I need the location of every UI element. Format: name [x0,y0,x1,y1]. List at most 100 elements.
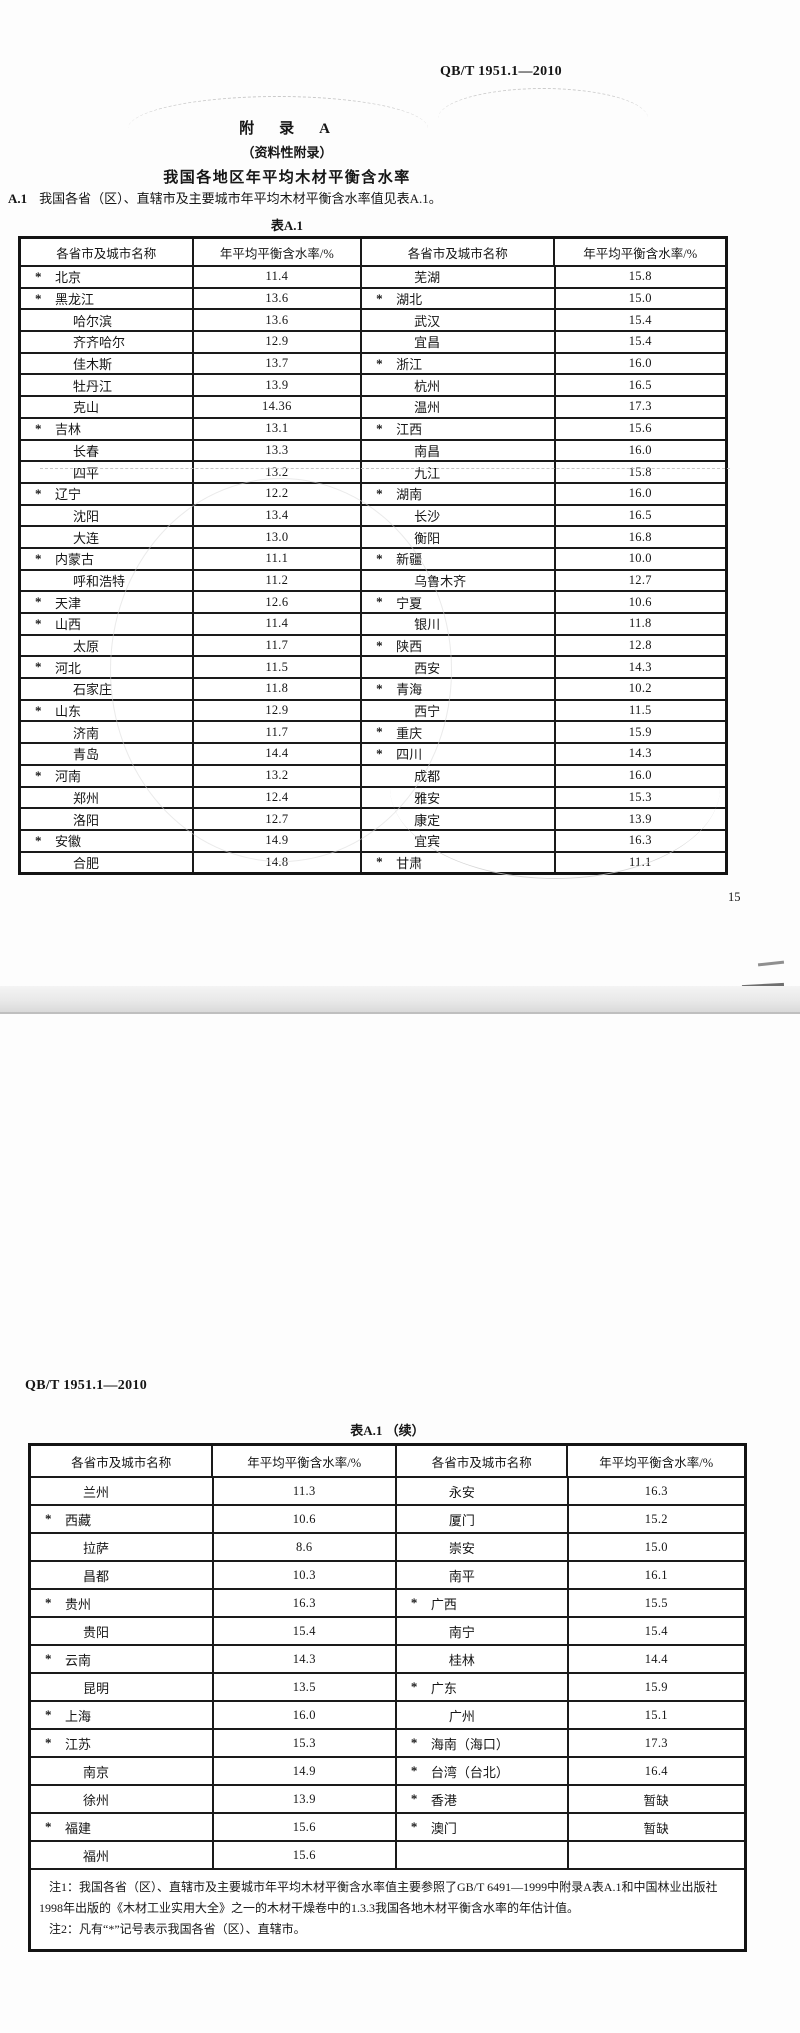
table-row: 昌都 10.3 南平 16.1 [31,1560,744,1588]
appendix-type: （资料性附录） [241,145,333,160]
moisture-value: 16.3 [566,1478,744,1504]
province-marker: * [376,550,383,566]
region-name: 西宁 [414,704,441,720]
table-row: 昆明 13.5 * 广东 15.9 [31,1672,744,1700]
region-cell: 昆明 [31,1674,212,1700]
region-cell: * 四川 [360,744,553,764]
province-marker: * [35,767,42,783]
region-name: 浙江 [396,357,423,373]
region-name: 江西 [396,422,423,438]
table-row: * 云南 14.3 桂林 14.4 [31,1644,744,1672]
region-name: 四川 [396,747,423,763]
table-row: * 山东 12.9 西宁 11.5 [21,698,725,721]
table-row: 拉萨 8.6 崇安 15.0 [31,1532,744,1560]
province-marker: * [410,1735,418,1750]
moisture-value: 12.6 [191,592,361,612]
region-name: 广东 [430,1680,457,1696]
region-name: 香港 [430,1792,457,1808]
table-row: 合肥 14.8 * 甘肃 11.1 [21,850,725,873]
moisture-value: 15.6 [553,418,725,439]
table-row: * 贵州 16.3 * 广西 15.5 [31,1588,744,1616]
moisture-value: 17.3 [553,397,725,417]
region-cell: 济南 [21,722,192,742]
appendix-label: 附 录 A [239,121,335,137]
table-row: 长春 13.3 南昌 16.0 [21,438,725,461]
province-marker: * [376,420,383,436]
province-marker: * [376,637,383,653]
moisture-value: 11.8 [191,679,361,699]
moisture-value: 15.6 [211,1842,395,1868]
region-name: 山西 [55,617,82,633]
region-name: 芜湖 [414,270,441,286]
table-row: 兰州 11.3 永安 16.3 [31,1476,744,1504]
column-header: 各省市及城市名称 [394,1446,567,1476]
region-name: 西藏 [65,1512,92,1528]
region-cell: 昌都 [31,1562,212,1588]
region-name: 黑龙江 [55,292,95,308]
moisture-value: 14.3 [553,744,725,764]
page-separator [0,986,800,1014]
table-row: 福州 15.6 [31,1840,744,1868]
moisture-value: 11.1 [191,548,361,569]
moisture-value: 10.3 [211,1562,395,1588]
region-name: 南平 [448,1568,475,1584]
moisture-value: 16.0 [553,440,725,461]
region-name: 南昌 [414,443,441,459]
region-cell: 齐齐哈尔 [21,332,192,352]
province-marker: * [35,268,42,284]
table-row: 牡丹江 13.9 杭州 16.5 [21,373,725,396]
column-header: 各省市及城市名称 [56,246,157,261]
region-name: 宜宾 [414,834,441,850]
moisture-value: 13.3 [191,440,361,461]
province-marker: * [45,1819,52,1834]
region-name: 太原 [73,639,100,655]
table-row: 贵阳 15.4 南宁 15.4 [31,1616,744,1644]
moisture-value: 13.2 [191,462,361,482]
region-cell: 长春 [21,441,192,461]
region-name: 大连 [73,530,100,546]
province-marker: * [35,420,42,436]
moisture-value: 15.3 [553,787,725,808]
region-cell: * 上海 [31,1702,212,1728]
moisture-value: 11.4 [191,267,361,287]
province-marker: * [45,1511,52,1526]
table-row: * 江苏 15.3 * 海南（海口） 17.3 [31,1728,744,1756]
clause-number: A.1 [8,191,28,206]
region-cell: 克山 [21,397,192,417]
moisture-value: 15.4 [553,310,725,331]
table-row: 徐州 13.9 * 香港 暂缺 [31,1784,744,1812]
table-row: * 黑龙江 13.6 * 湖北 15.0 [21,286,725,309]
table-header-row: 各省市及城市名称 年平均平衡含水率/% 各省市及城市名称 年平均平衡含水率/% [31,1446,744,1476]
table-row: * 西藏 10.6 厦门 15.2 [31,1504,744,1532]
region-cell: * 陕西 [360,635,553,656]
region-cell: * 海南（海口） [394,1730,567,1756]
region-cell: 贵阳 [31,1618,212,1644]
region-cell: * 浙江 [360,353,553,374]
region-cell: * 天津 [21,592,192,612]
moisture-value: 11.5 [553,700,725,721]
province-marker: * [410,1791,418,1806]
moisture-value: 13.4 [191,505,361,526]
province-marker: * [35,702,42,718]
region-name: 济南 [73,725,100,741]
standard-number: QB/T 1951.1—2010 [439,64,562,79]
region-cell: 崇安 [394,1534,567,1560]
region-name: 兰州 [83,1484,110,1500]
region-cell: 成都 [360,765,553,786]
region-name: 海南（海口） [430,1736,509,1752]
region-cell: 大连 [21,527,192,547]
moisture-value: 15.9 [553,722,725,743]
region-name: 拉萨 [83,1540,110,1556]
table-body: * 北京 11.4 芜湖 15.8 * 黑龙江 13.6 * 湖北 15.0 哈尔滨 13.6 武汉 15.… [21,265,725,873]
region-cell: * 新疆 [360,548,553,569]
moisture-value: 14.9 [211,1758,395,1784]
table-row: * 吉林 13.1 * 江西 15.6 [21,416,725,439]
table-row: 哈尔滨 13.6 武汉 15.4 [21,308,725,331]
region-cell: * 黑龙江 [21,289,192,309]
region-name: 长沙 [414,508,441,524]
table-caption: 表A.1 [270,218,304,233]
region-cell: 九江 [360,462,553,482]
region-cell: * 山东 [21,701,192,721]
region-name: 洛阳 [73,812,100,828]
region-cell: 南宁 [394,1618,567,1644]
